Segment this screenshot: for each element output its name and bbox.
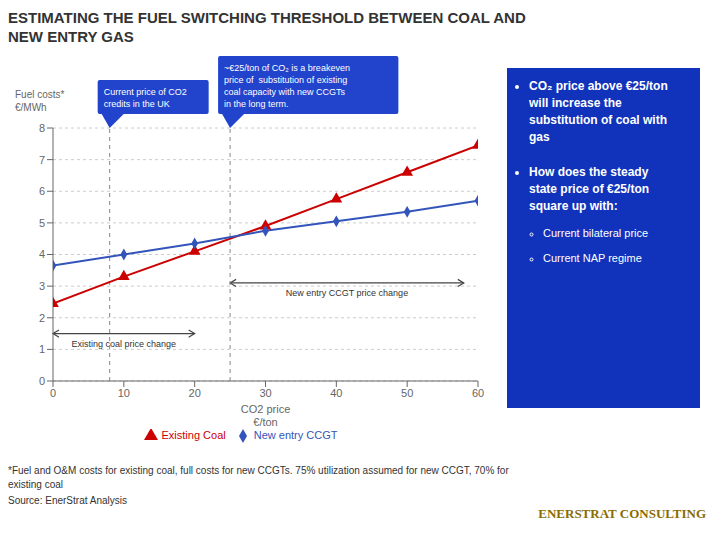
svg-text:5: 5 [39,217,45,229]
svg-text:40: 40 [330,387,342,399]
html-text:ENERSTRAT CONSULTING: ENERSTRAT CONSULTING [538,506,706,521]
svg-text:0: 0 [39,375,45,387]
html-text:Existing Coal: Existing Coal [161,429,226,441]
svg-text:6: 6 [39,185,45,197]
html-text:CO₂ price above €25/ton will i: CO₂ price above €25/ton will increase th… [529,79,668,144]
html-text:How does the steady state pric: How does the steady state price of €25/t… [529,165,649,213]
html-text:ESTIMATING THE FUEL SWITCHING: ESTIMATING THE FUEL SWITCHING THRESHOLD … [8,9,526,45]
html-text:Current bilateral price: Current bilateral price [543,227,649,239]
svg-text:8: 8 [39,122,45,134]
svg-text:Existing coal price change: Existing coal price change [72,339,177,349]
svg-text:Current price of CO2credits in: Current price of CO2credits in the UK [104,87,187,109]
svg-text:3: 3 [39,280,45,292]
svg-text:50: 50 [401,387,413,399]
svg-text:30: 30 [259,387,271,399]
svg-text:7: 7 [39,154,45,166]
svg-text:New entry CCGT price change: New entry CCGT price change [286,288,408,298]
svg-text:~€25/ton of CO₂ is a breakeven: ~€25/ton of CO₂ is a breakevenprice of s… [224,63,350,109]
svg-text:60: 60 [472,387,484,399]
svg-text:20: 20 [189,387,201,399]
html-text:Source: EnerStrat Analysis: Source: EnerStrat Analysis [8,495,127,506]
svg-text:CO2 price€/ton: CO2 price€/ton [241,403,291,428]
svg-text:0: 0 [50,387,56,399]
svg-text:10: 10 [118,387,130,399]
html-text:New entry CCGT: New entry CCGT [253,429,338,441]
svg-text:1: 1 [39,343,45,355]
html-text:Current NAP regime: Current NAP regime [543,252,642,264]
svg-text:4: 4 [39,248,45,260]
svg-text:Fuel costs*€/MWh: Fuel costs*€/MWh [15,89,65,113]
svg-text:2: 2 [39,312,45,324]
html-text:*Fuel and O&M costs for existi: *Fuel and O&M costs for existing coal, f… [8,465,509,490]
